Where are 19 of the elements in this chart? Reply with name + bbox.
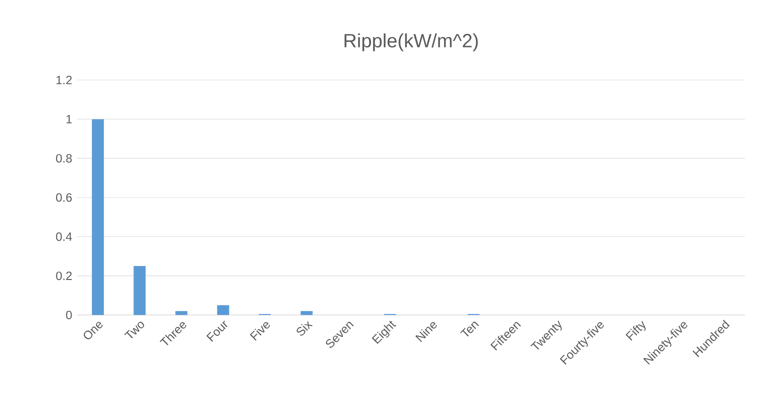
bar <box>300 311 313 315</box>
bar <box>92 119 104 315</box>
y-tick-label: 0.4 <box>56 232 72 241</box>
y-tick-label: 1 <box>66 115 72 124</box>
chart-title: Ripple(kW/m^2) <box>344 33 478 52</box>
y-tick-label: 0.6 <box>56 193 72 202</box>
y-tick-label: 0.2 <box>56 272 72 280</box>
bar <box>134 266 146 315</box>
y-tick-label: 0.8 <box>56 154 72 163</box>
x-tick-label: Ten <box>460 322 479 336</box>
y-tick-label: 1.2 <box>56 76 72 84</box>
x-tick-label: Nine <box>415 322 437 342</box>
bar <box>175 311 188 315</box>
x-tick-label: One <box>84 322 103 340</box>
bar <box>217 305 230 315</box>
x-tick-label: Two <box>124 322 144 338</box>
y-tick-label: 0 <box>66 310 72 320</box>
x-tick-label: Six <box>296 320 313 336</box>
x-tick-label: Five <box>250 322 270 341</box>
